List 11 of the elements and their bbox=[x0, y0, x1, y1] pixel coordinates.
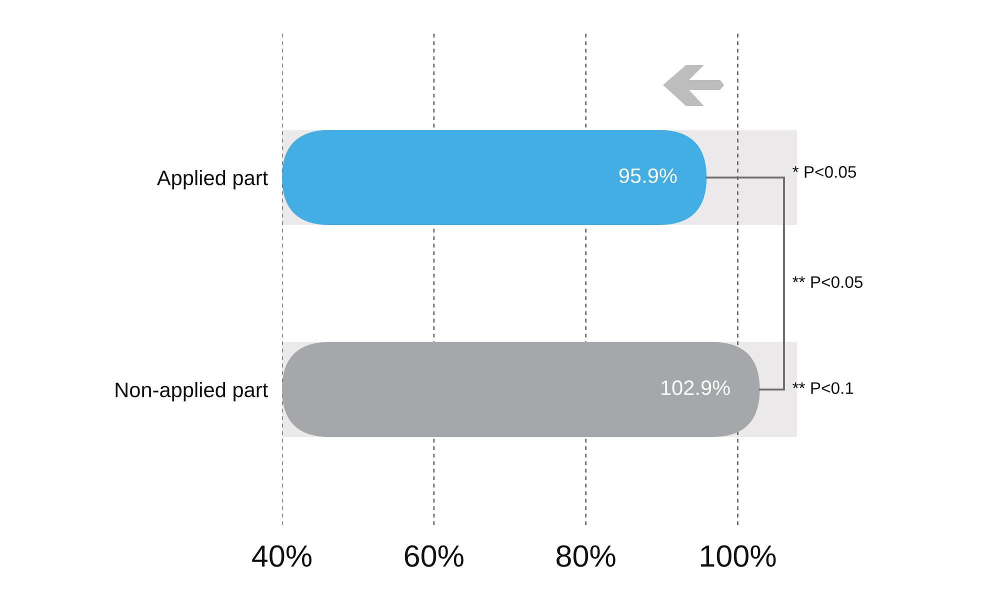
x-tick-label: 60% bbox=[404, 545, 464, 567]
data-label: 95.9% bbox=[619, 168, 677, 184]
y-tick-label: Non-applied part bbox=[116, 382, 268, 402]
annotation: ** P<0.1 bbox=[792, 382, 854, 394]
x-tick-label: 40% bbox=[252, 545, 312, 567]
data-label: 102.9% bbox=[662, 380, 730, 396]
y-tick-label: Applied part bbox=[156, 170, 268, 190]
annotation: * P<0.05 bbox=[792, 166, 856, 178]
x-tick-label: 80% bbox=[556, 545, 616, 567]
annotation: ** P<0.05 bbox=[792, 276, 863, 288]
x-tick-label: 100% bbox=[701, 545, 776, 567]
